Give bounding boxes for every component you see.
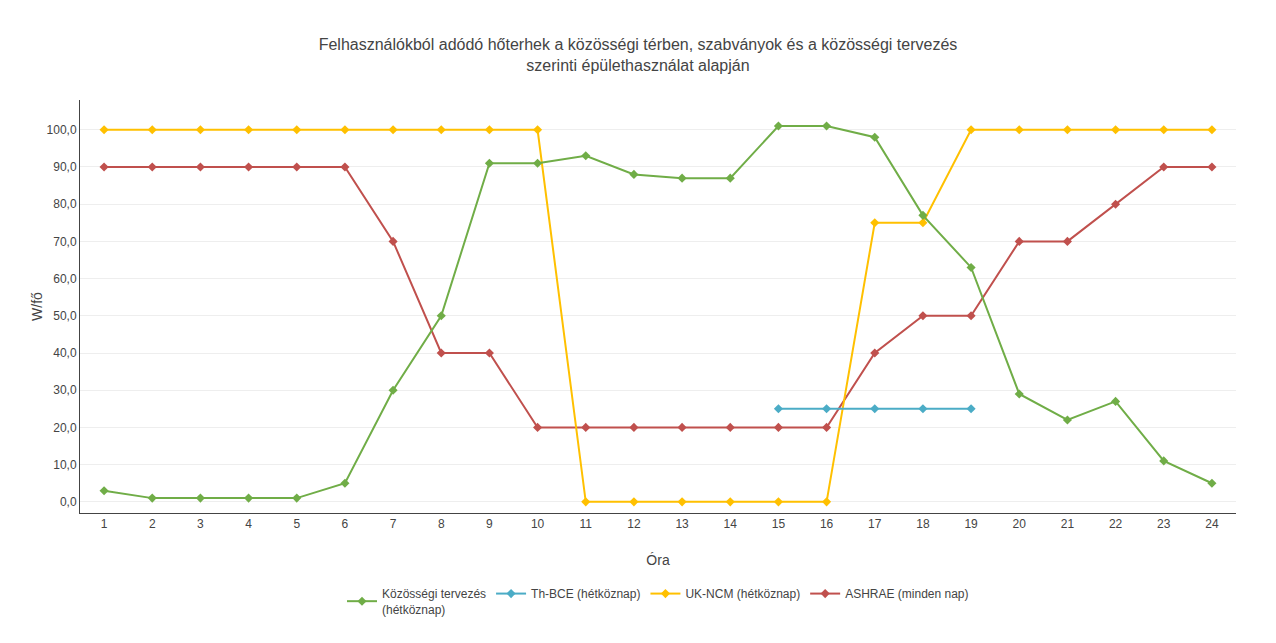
svg-text:19: 19 — [964, 517, 978, 531]
svg-text:8: 8 — [438, 517, 445, 531]
svg-text:24: 24 — [1205, 517, 1219, 531]
svg-text:Óra: Óra — [646, 552, 670, 568]
svg-text:13: 13 — [675, 517, 689, 531]
svg-text:16: 16 — [820, 517, 834, 531]
svg-text:0,0: 0,0 — [60, 495, 77, 509]
svg-text:10: 10 — [531, 517, 545, 531]
svg-text:Közösségi tervezés(hétköznap): Közösségi tervezés(hétköznap) — [382, 587, 486, 617]
svg-text:30,0: 30,0 — [53, 383, 77, 397]
svg-text:90,0: 90,0 — [53, 160, 77, 174]
svg-text:70,0: 70,0 — [53, 235, 77, 249]
svg-text:5: 5 — [293, 517, 300, 531]
svg-text:10,0: 10,0 — [53, 458, 77, 472]
svg-text:W/fő: W/fő — [29, 292, 45, 321]
svg-text:4: 4 — [245, 517, 252, 531]
svg-text:22: 22 — [1109, 517, 1123, 531]
svg-text:2: 2 — [149, 517, 156, 531]
svg-text:3: 3 — [197, 517, 204, 531]
svg-text:Felhasználókból adódó hőterhek: Felhasználókból adódó hőterhek a közössé… — [319, 36, 958, 74]
svg-text:6: 6 — [342, 517, 349, 531]
svg-text:12: 12 — [627, 517, 641, 531]
svg-text:UK-NCM (hétköznap): UK-NCM (hétköznap) — [685, 587, 800, 601]
svg-text:50,0: 50,0 — [53, 309, 77, 323]
svg-text:40,0: 40,0 — [53, 346, 77, 360]
svg-text:9: 9 — [486, 517, 493, 531]
svg-text:21: 21 — [1061, 517, 1075, 531]
svg-text:20,0: 20,0 — [53, 421, 77, 435]
svg-text:Th-BCE (hétköznap): Th-BCE (hétköznap) — [531, 587, 640, 601]
svg-text:7: 7 — [390, 517, 397, 531]
svg-text:11: 11 — [580, 517, 593, 531]
svg-text:20: 20 — [1013, 517, 1027, 531]
svg-text:100,0: 100,0 — [47, 123, 77, 137]
svg-text:23: 23 — [1157, 517, 1171, 531]
svg-text:17: 17 — [868, 517, 882, 531]
svg-text:80,0: 80,0 — [53, 197, 77, 211]
svg-text:1: 1 — [101, 517, 108, 531]
svg-text:ASHRAE (minden nap): ASHRAE (minden nap) — [845, 587, 968, 601]
svg-text:14: 14 — [724, 517, 738, 531]
svg-text:60,0: 60,0 — [53, 272, 77, 286]
svg-text:18: 18 — [916, 517, 930, 531]
svg-text:15: 15 — [772, 517, 786, 531]
